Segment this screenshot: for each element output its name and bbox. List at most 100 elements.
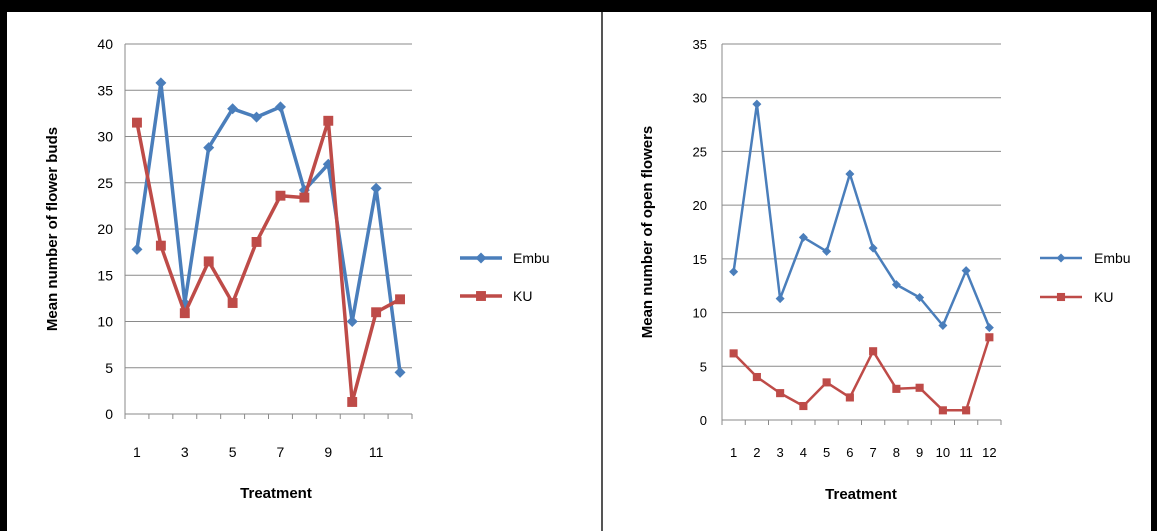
buds-series-ku-point — [203, 256, 214, 267]
buds-series-ku-point — [155, 240, 166, 251]
open-legend-marker-ku — [1056, 292, 1066, 302]
buds-legend-marker-ku — [476, 291, 486, 301]
open-series-ku-point — [845, 393, 854, 402]
buds-series-ku-point — [227, 298, 238, 308]
buds-y-tick-label: 15 — [97, 267, 113, 283]
open-series-ku-point — [869, 347, 878, 356]
buds-x-tick-label: 3 — [181, 444, 189, 460]
open-y-tick-label: 30 — [693, 91, 707, 106]
buds-y-tick-label: 40 — [97, 36, 113, 52]
open-series-ku-point — [799, 401, 808, 411]
open-series-embu-point — [984, 323, 994, 333]
buds-series-embu-point — [227, 103, 239, 115]
open-series-embu-point — [798, 232, 808, 242]
open-series-embu-point — [915, 293, 925, 303]
buds-series-ku-point — [132, 117, 142, 128]
buds-x-tick-label: 1 — [133, 444, 141, 460]
buds-series-embu-point — [370, 182, 382, 194]
open-series-ku-point — [752, 372, 761, 382]
open-series-ku-point — [985, 333, 994, 342]
open-series-embu-point — [822, 246, 832, 256]
open-x-tick-label: 8 — [893, 445, 900, 460]
open-y-tick-label: 20 — [693, 198, 707, 213]
open-y-tick-label: 10 — [693, 306, 707, 321]
open-y-tick-label: 25 — [693, 144, 707, 159]
open-x-tick-label: 12 — [982, 445, 996, 460]
buds-legend-label-embu: Embu — [513, 250, 550, 266]
open-series-ku-point — [776, 389, 785, 398]
buds-series-ku-point — [251, 237, 262, 247]
buds-x-tick-label: 5 — [229, 444, 237, 460]
open-x-tick-label: 1 — [730, 445, 737, 460]
buds-x-tick-label: 7 — [277, 444, 285, 460]
open-series-embu-point — [845, 169, 855, 179]
open-x-tick-label: 2 — [753, 445, 760, 460]
buds-series-ku-point — [347, 397, 358, 407]
buds-series-embu-point — [203, 142, 215, 154]
open-x-tick-label: 3 — [777, 445, 784, 460]
open-y-tick-label: 5 — [700, 359, 707, 374]
buds-series-ku-point — [275, 190, 286, 201]
open-series-embu-point — [891, 280, 901, 290]
buds-series-embu-point — [274, 101, 286, 113]
buds-series-ku-point — [179, 308, 190, 319]
open-x-tick-label: 5 — [823, 445, 830, 460]
open-series-ku-point — [938, 406, 947, 415]
buds-series-ku-line — [135, 119, 401, 404]
open-x-axis-title: Treatment — [825, 486, 897, 503]
open-x-tick-label: 6 — [846, 445, 853, 460]
open-x-tick-label: 4 — [800, 445, 807, 460]
open-y-tick-label: 35 — [693, 37, 707, 52]
buds-x-axis-title: Treatment — [240, 485, 312, 502]
buds-series-ku-point — [371, 307, 382, 318]
buds-series-embu-point — [155, 77, 167, 89]
buds-y-tick-label: 35 — [97, 82, 113, 98]
buds-series-embu-line — [135, 81, 402, 373]
open-y-tick-label: 0 — [700, 413, 707, 428]
open-series-ku-line — [732, 336, 991, 412]
buds-y-tick-label: 0 — [105, 406, 113, 422]
open-series-embu-line — [732, 102, 991, 329]
buds-series-embu-point — [346, 316, 358, 327]
buds-series-ku-point — [323, 115, 334, 126]
open-series-embu-point — [775, 294, 785, 304]
open-series-embu-point — [729, 267, 739, 277]
open-series-ku-point — [822, 378, 831, 387]
open-y-axis-title: Mean number of open flowers — [639, 126, 656, 339]
open-legend-marker-embu — [1056, 253, 1066, 263]
buds-series-ku-point — [395, 294, 405, 305]
open-x-tick-label: 7 — [870, 445, 877, 460]
open-series-embu-point — [752, 99, 762, 109]
buds-legend-marker-embu — [475, 252, 487, 264]
buds-y-tick-label: 20 — [97, 221, 113, 237]
buds-legend-label-ku: KU — [513, 288, 532, 304]
open-legend-label-embu: Embu — [1094, 250, 1131, 266]
panel-divider — [601, 12, 603, 531]
open-series-ku-point — [962, 406, 971, 415]
open-y-tick-label: 15 — [693, 252, 707, 267]
open-x-tick-label: 11 — [959, 445, 973, 460]
open-x-tick-label: 10 — [936, 445, 950, 460]
buds-series-embu-point — [394, 366, 406, 378]
open-series-ku-point — [892, 384, 901, 393]
buds-series-ku-point — [299, 192, 310, 203]
buds-y-tick-label: 30 — [97, 129, 113, 145]
open-x-tick-label: 9 — [916, 445, 923, 460]
open-series-ku-point — [915, 383, 924, 392]
buds-y-tick-label: 25 — [97, 175, 113, 191]
buds-y-axis-title: Mean number of flower buds — [44, 127, 61, 331]
buds-series-embu-point — [131, 243, 143, 255]
buds-x-tick-label: 9 — [324, 444, 332, 460]
open-series-embu-point — [961, 266, 971, 276]
open-series-embu-point — [868, 243, 878, 253]
buds-series-embu-point — [251, 111, 263, 123]
open-legend-label-ku: KU — [1094, 289, 1113, 305]
open-series-embu-point — [938, 320, 948, 330]
buds-y-tick-label: 5 — [105, 360, 113, 376]
open-series-ku-point — [729, 349, 738, 358]
buds-x-tick-label: 11 — [369, 444, 384, 460]
buds-y-tick-label: 10 — [97, 314, 113, 330]
